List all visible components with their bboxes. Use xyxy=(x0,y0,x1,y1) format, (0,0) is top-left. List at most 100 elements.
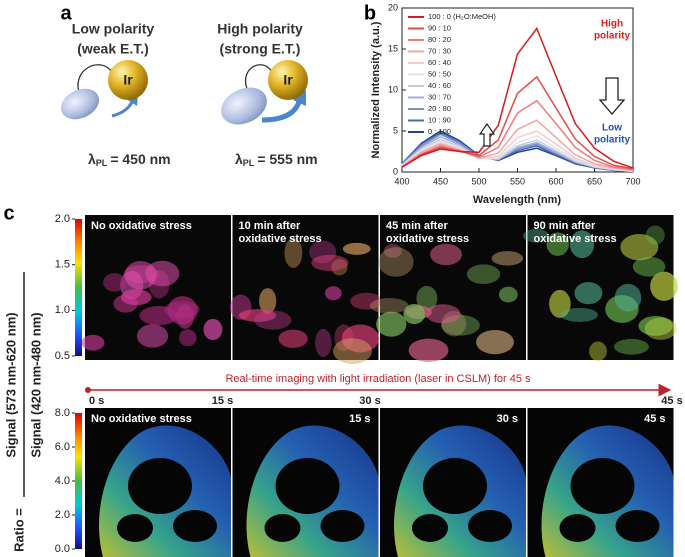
cell xyxy=(309,240,337,264)
nucleus xyxy=(117,514,153,542)
cell xyxy=(179,329,197,347)
emission: λPL = 450 nm xyxy=(88,151,171,169)
nucleus xyxy=(468,510,512,542)
image-caption: 15 s xyxy=(349,413,370,425)
annotation: polarity xyxy=(594,31,631,42)
cell xyxy=(333,338,372,365)
nucleus xyxy=(570,458,635,514)
cell xyxy=(491,251,524,266)
colorbar xyxy=(75,219,82,356)
spectrum-line xyxy=(401,138,634,172)
nucleus xyxy=(275,458,340,514)
cell xyxy=(589,341,607,361)
nucleus xyxy=(559,514,596,542)
legend-label: 100 : 0 (H₂O:MeOH) xyxy=(428,12,496,21)
image-caption: No oxidative stress xyxy=(91,413,192,425)
metal-label: Ir xyxy=(283,72,293,88)
cell xyxy=(342,242,371,255)
y-tick-label: 5 xyxy=(393,125,398,135)
x-tick-label: 650 xyxy=(587,176,602,186)
decrease-arrow xyxy=(598,77,626,115)
condition-subtitle: (weak E.T.) xyxy=(77,41,149,57)
timeline-start xyxy=(85,387,91,393)
cell xyxy=(638,316,673,336)
time-label: 0 s xyxy=(89,395,104,407)
cell xyxy=(324,286,342,301)
colorbar-label: 1.0 xyxy=(55,304,70,316)
cell xyxy=(341,324,380,353)
image-caption: 90 min after xyxy=(534,220,596,232)
time-label: 15 s xyxy=(212,395,233,407)
annotation: Low xyxy=(602,123,622,134)
cell xyxy=(466,264,501,285)
x-tick-label: 700 xyxy=(625,176,640,186)
condition-title: High polarity xyxy=(217,21,303,37)
legend-label: 30 : 70 xyxy=(428,92,451,101)
energy-arrow xyxy=(261,97,303,123)
cell xyxy=(284,238,303,268)
nucleus xyxy=(173,510,217,542)
cell xyxy=(254,310,292,330)
cell xyxy=(546,232,569,256)
cell xyxy=(124,260,157,290)
cell xyxy=(81,334,105,351)
cell xyxy=(136,324,169,348)
emission-value: = 555 nm xyxy=(257,151,317,167)
lambda: λ xyxy=(235,151,243,167)
nucleus xyxy=(615,510,660,542)
legend-label: 0 : 100 xyxy=(428,127,451,136)
image-caption: 10 min after xyxy=(239,220,301,232)
ligand xyxy=(60,88,100,120)
cell xyxy=(383,243,402,258)
cell xyxy=(574,282,603,305)
spectrum-line xyxy=(401,119,634,172)
y-tick-label: 10 xyxy=(388,84,398,94)
annotation: polarity xyxy=(594,135,631,146)
annotation: High xyxy=(601,19,623,30)
iridium xyxy=(108,60,148,100)
spectrum-line xyxy=(401,26,634,169)
legend-label: 40 : 60 xyxy=(428,81,451,90)
y-tick-label: 20 xyxy=(388,2,398,12)
cell xyxy=(311,254,349,271)
y-tick-label: 15 xyxy=(388,43,398,53)
spectrum-line xyxy=(401,135,634,172)
image-caption: No oxidative stress xyxy=(91,220,192,232)
cell xyxy=(259,288,277,314)
colorbar-label: 2.0 xyxy=(55,213,70,225)
cell xyxy=(632,256,666,277)
denominator: Signal (420 nm-480 nm) xyxy=(28,312,43,457)
image-caption: oxidative stress xyxy=(534,233,617,245)
colorbar xyxy=(75,413,82,549)
colorbar-label: 6.0 xyxy=(55,441,70,453)
time-label: 45 s xyxy=(661,395,682,407)
colorbar-label: 2.0 xyxy=(55,509,70,521)
cell xyxy=(560,307,598,322)
cell xyxy=(120,289,152,306)
image-caption: oxidative stress xyxy=(386,233,469,245)
legend-label: 60 : 40 xyxy=(428,58,451,67)
cell xyxy=(203,318,223,341)
x-tick-label: 400 xyxy=(394,176,409,186)
x-axis-label: Wavelength (nm) xyxy=(473,194,562,206)
cell xyxy=(441,310,467,337)
cell xyxy=(103,273,126,292)
y-tick-label: 0 xyxy=(393,166,398,176)
cell xyxy=(549,289,571,319)
cell xyxy=(238,309,277,322)
colorbar-label: 8.0 xyxy=(55,407,70,419)
cell xyxy=(408,338,449,362)
nucleus xyxy=(423,458,487,514)
iridium xyxy=(268,60,308,100)
legend-label: 10 : 90 xyxy=(428,115,451,124)
cell xyxy=(369,298,409,314)
nucleus xyxy=(412,514,448,542)
colorbar-label: 0.0 xyxy=(55,543,70,555)
linker xyxy=(77,64,113,96)
ratio-label: Ratio = xyxy=(11,508,26,552)
cell xyxy=(376,311,407,337)
legend-label: 90 : 10 xyxy=(428,23,451,32)
x-tick-label: 600 xyxy=(548,176,563,186)
cell xyxy=(139,306,178,326)
